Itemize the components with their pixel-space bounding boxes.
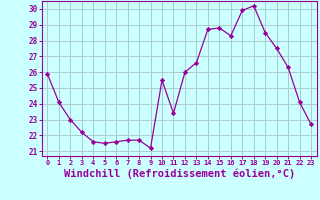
X-axis label: Windchill (Refroidissement éolien,°C): Windchill (Refroidissement éolien,°C) xyxy=(64,169,295,179)
